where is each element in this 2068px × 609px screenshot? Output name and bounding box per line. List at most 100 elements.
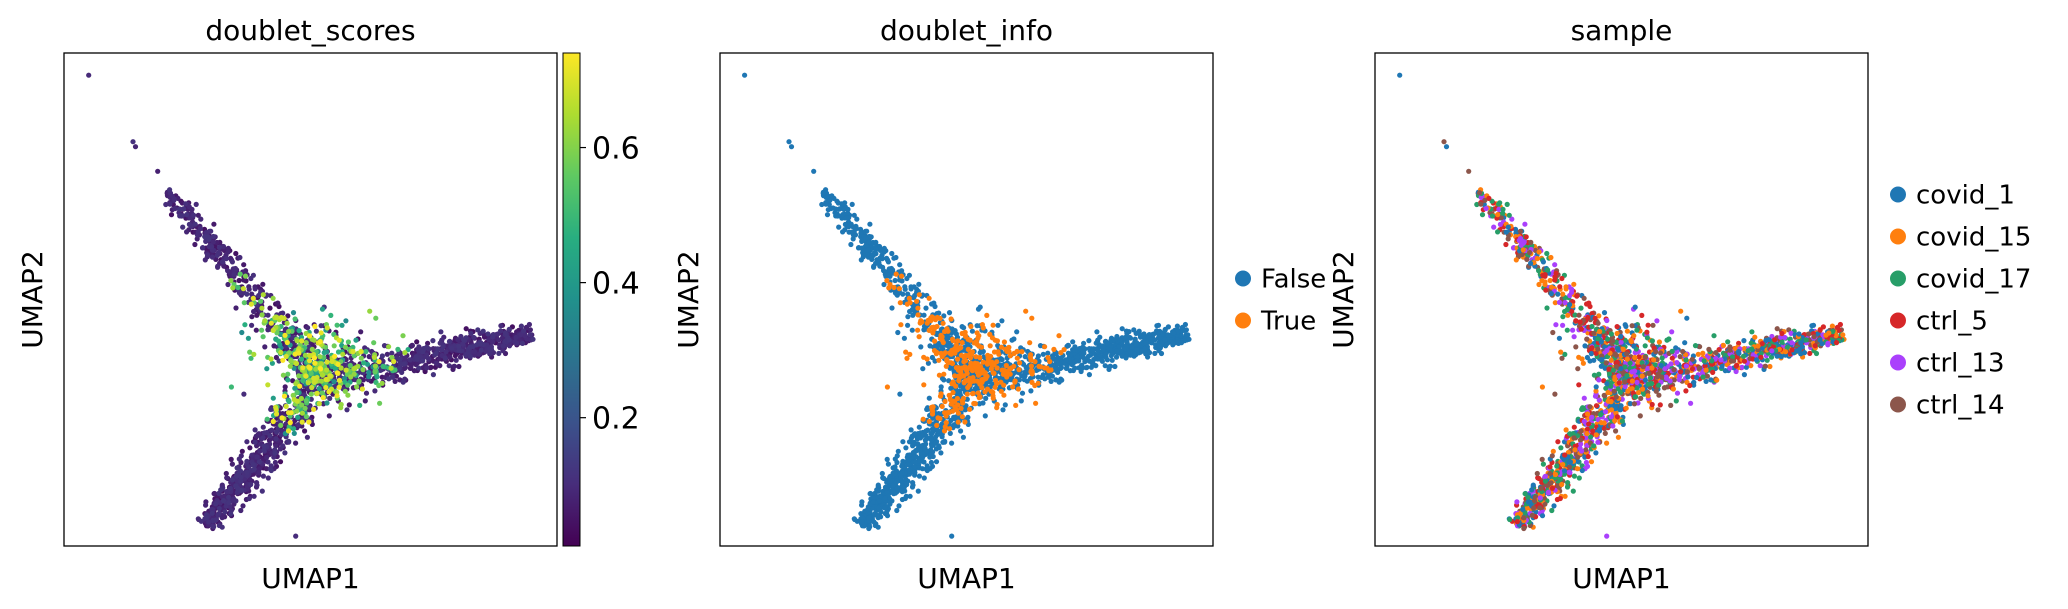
scatter-point — [1064, 363, 1070, 370]
scatter-point — [204, 252, 211, 258]
scatter-point — [972, 360, 978, 366]
scatter-point — [311, 379, 317, 385]
scatter-point — [506, 326, 512, 332]
scatter-point — [1591, 330, 1597, 336]
scatter-point — [86, 72, 92, 78]
scatter-point — [869, 256, 875, 262]
scatter-point — [327, 395, 333, 401]
scatter-point — [275, 300, 281, 306]
scatter-point — [857, 226, 864, 232]
scatter-point — [263, 466, 270, 472]
scatter-point — [316, 386, 322, 392]
scatter-point — [919, 466, 926, 472]
scatter-point — [1674, 360, 1680, 366]
scatter-point — [921, 475, 927, 481]
scatter-point — [268, 320, 274, 326]
scatter-point — [995, 322, 1001, 328]
scatter-point — [247, 349, 253, 355]
scatter-point — [527, 332, 533, 338]
scatter-point — [873, 239, 879, 245]
scatter-point — [198, 216, 204, 222]
scatter-point — [132, 144, 139, 150]
scatter-point — [896, 286, 903, 292]
scatter-point — [845, 206, 851, 212]
scatter-point — [251, 351, 257, 357]
scatter-point — [293, 360, 300, 367]
scatter-point — [868, 234, 874, 240]
scatter-point — [950, 336, 956, 342]
scatter-point — [381, 343, 388, 349]
scatter-point — [1483, 205, 1489, 212]
scatter-point — [518, 332, 524, 338]
scatter-point — [1563, 284, 1569, 290]
scatter-point — [908, 427, 914, 433]
scatter-point — [234, 465, 240, 471]
scatter-point — [1518, 242, 1524, 248]
scatter-point — [306, 404, 312, 410]
scatter-point — [1117, 337, 1123, 343]
scatter-point — [819, 201, 825, 208]
scatter-point — [958, 428, 964, 434]
scatter-point — [1542, 279, 1548, 285]
scatter-point — [293, 533, 299, 539]
scatter-point — [228, 511, 234, 517]
scatter-point — [928, 459, 935, 466]
scatter-point — [339, 322, 345, 328]
scatter-point — [300, 378, 306, 384]
scatter-point — [980, 359, 986, 365]
scatter-point — [876, 498, 883, 504]
scatter-point — [260, 292, 266, 298]
scatter-point — [321, 350, 327, 356]
scatter-point — [463, 326, 469, 332]
scatter-point — [379, 353, 385, 359]
scatter-point — [874, 487, 880, 493]
scatter-point — [1171, 330, 1177, 336]
scatter-point — [433, 350, 439, 357]
panel-title-1: doublet_info — [880, 14, 1053, 47]
scatter-point — [980, 325, 986, 331]
scatter-point — [848, 241, 854, 248]
scatter-point — [430, 372, 436, 378]
scatter-point — [257, 448, 263, 454]
scatter-point — [343, 367, 349, 373]
scatter-point — [994, 401, 1000, 408]
scatter-point — [881, 249, 887, 255]
scatter-point — [942, 328, 948, 335]
scatter-point — [970, 390, 976, 396]
scatter-point — [238, 487, 244, 493]
scatter-point — [1562, 300, 1568, 306]
scatter-point — [244, 439, 250, 445]
scatter-point — [326, 389, 332, 395]
scatter-point — [1536, 249, 1542, 255]
scatter-point — [879, 256, 885, 262]
scatter-point — [915, 312, 921, 318]
scatter-point — [1741, 338, 1747, 344]
scatter-point — [287, 420, 293, 426]
scatter-point — [256, 470, 262, 476]
scatter-point — [239, 448, 245, 454]
scatter-point — [224, 475, 230, 481]
scatter-point — [930, 453, 936, 460]
scatter-point — [960, 434, 967, 440]
scatter-point — [974, 323, 980, 329]
scatter-point — [845, 210, 851, 216]
scatter-point — [311, 355, 318, 361]
scatter-point — [268, 356, 274, 362]
scatter-point — [202, 257, 208, 263]
scatter-point — [958, 352, 965, 358]
scatter-point — [284, 339, 290, 346]
scatter-point — [316, 401, 322, 407]
scatter-point — [256, 459, 262, 465]
scatter-point — [906, 468, 913, 474]
scatter-point — [223, 470, 229, 477]
scatter-point — [256, 431, 262, 437]
scatter-point — [278, 432, 284, 438]
scatter-point — [340, 351, 346, 357]
scatter-point — [1109, 357, 1115, 363]
scatter-point — [941, 428, 948, 434]
scatter-point — [899, 463, 905, 469]
scatter-point — [885, 272, 891, 278]
scatter-point — [456, 347, 462, 353]
scatter-point — [231, 272, 237, 278]
scatter-point — [929, 301, 935, 307]
